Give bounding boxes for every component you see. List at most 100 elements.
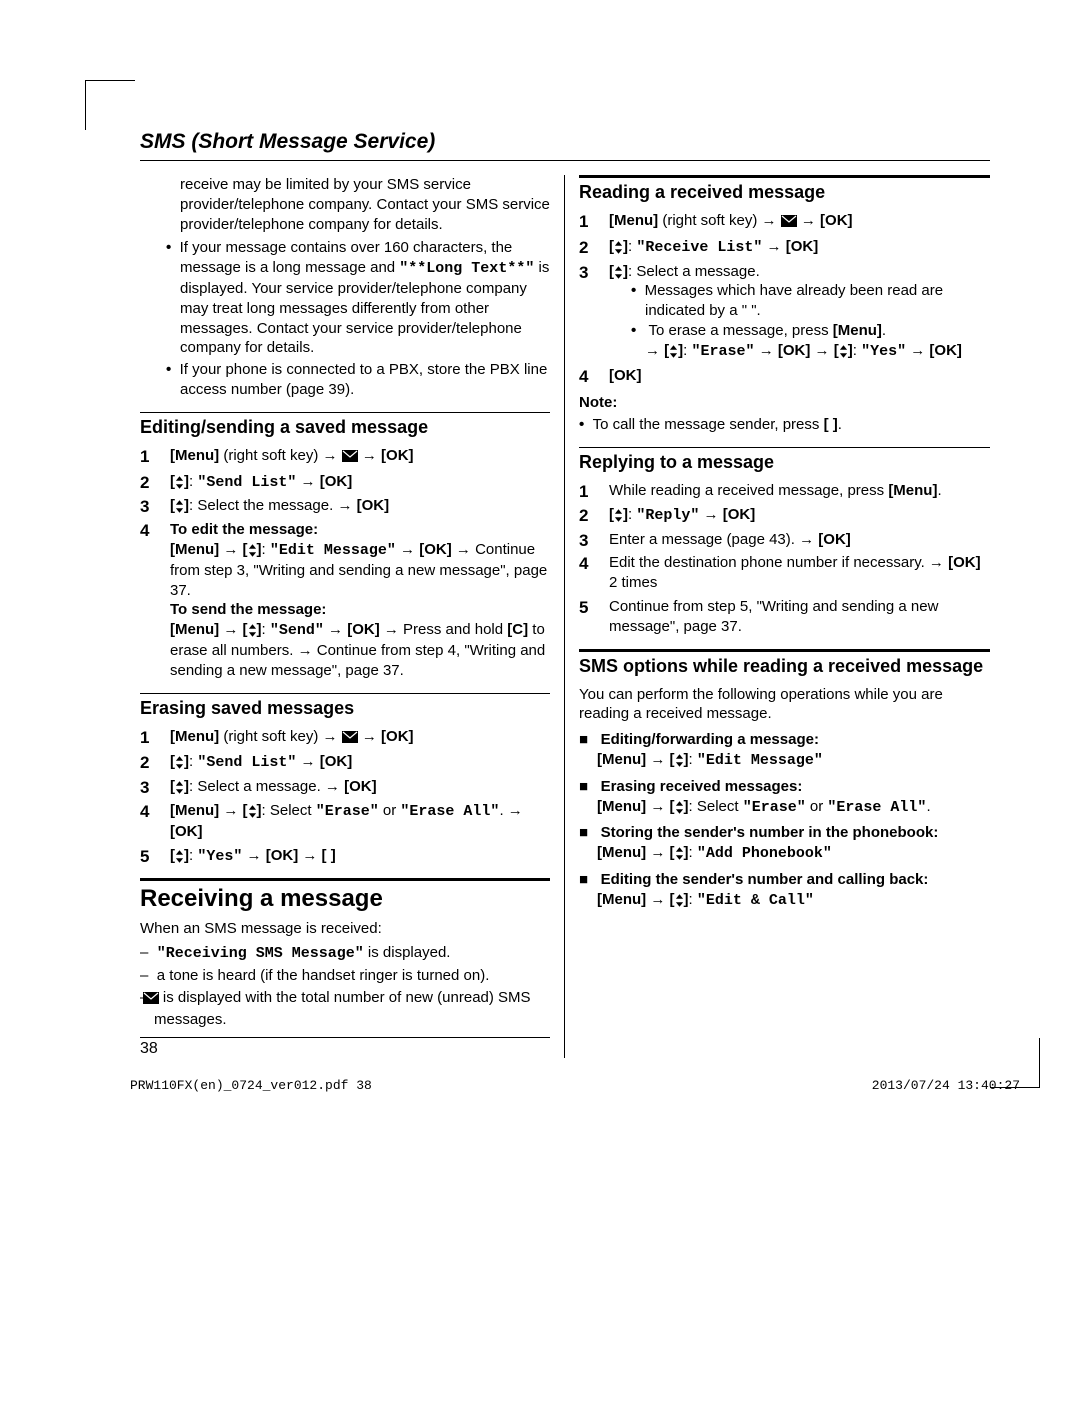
step-item: [Menu] (right soft key) → → [OK] — [140, 727, 550, 749]
updown-icon — [675, 894, 684, 907]
arrow-icon: → — [650, 844, 665, 861]
updown-icon — [175, 756, 184, 769]
erasing-steps: [Menu] (right soft key) → → [OK] []: "Se… — [140, 727, 550, 867]
step-item: []: "Send List" → [OK] — [140, 752, 550, 773]
menu-key: [Menu] — [170, 728, 219, 745]
envelope-icon — [342, 729, 358, 749]
thick-divider — [579, 175, 990, 178]
arrow-icon: → — [223, 802, 238, 819]
step-item: []: Select a message. Messages which hav… — [579, 262, 990, 362]
dash-item: a tone is heard (if the handset ringer i… — [140, 966, 550, 986]
ok-key: [OK] — [170, 823, 203, 840]
thick-divider — [140, 878, 550, 881]
arrow-icon: → — [815, 342, 830, 359]
arrow-icon: → — [223, 621, 238, 638]
menu-key: [Menu] — [609, 212, 658, 229]
updown-icon — [675, 754, 684, 767]
erase-all-code: "Erase All" — [827, 799, 926, 816]
edit-call-code: "Edit & Call" — [697, 892, 814, 909]
ok-key: [OK] — [381, 447, 414, 464]
reading-subbullets: Messages which have already been read ar… — [631, 281, 990, 361]
divider — [140, 693, 550, 694]
add-pb-code: "Add Phonebook" — [697, 845, 832, 862]
arrow-icon: → — [301, 753, 316, 770]
ok-key: [OK] — [344, 778, 377, 795]
ok-key: [OK] — [609, 367, 642, 384]
ok-key: [OK] — [357, 497, 390, 514]
step-item: []: "Reply" → [OK] — [579, 505, 990, 526]
receive-list-code: "Receive List" — [636, 239, 762, 256]
updown-icon — [614, 509, 623, 522]
reply-code: "Reply" — [636, 507, 699, 524]
ok-key: [OK] — [266, 847, 299, 864]
edit-msg-code: "Edit Message" — [270, 542, 396, 559]
page-section-title: SMS (Short Message Service) — [140, 130, 990, 154]
arrow-icon: → — [910, 342, 925, 359]
yes-code: "Yes" — [197, 848, 242, 865]
arrow-icon: → — [362, 728, 377, 745]
right-soft-label: (right soft key) — [223, 447, 318, 464]
arrow-icon: → — [247, 847, 262, 864]
sub-item: Messages which have already been read ar… — [631, 281, 990, 321]
options-heading: SMS options while reading a received mes… — [579, 656, 990, 677]
dash3-text: is displayed with the total number of ne… — [154, 989, 531, 1028]
sq3-label: Storing the sender's number in the phone… — [601, 824, 939, 841]
menu-key: [Menu] — [888, 482, 937, 499]
square-item: Erasing received messages: [Menu] → []: … — [579, 777, 990, 818]
note-text: To call the message sender, press — [593, 416, 820, 433]
dash1-tail: is displayed. — [368, 944, 451, 961]
step4b-mid: Press and hold — [403, 621, 503, 638]
step-item: [OK] — [579, 366, 990, 386]
arrow-icon: → — [767, 238, 782, 255]
step-item: [Menu] (right soft key) → → [OK] — [579, 211, 990, 233]
edit-msg-code: "Edit Message" — [697, 752, 823, 769]
divider — [579, 447, 990, 448]
right-soft-label: (right soft key) — [662, 212, 757, 229]
ok-key: [OK] — [419, 541, 452, 558]
updown-icon — [175, 781, 184, 794]
erase-all-code: "Erase All" — [400, 803, 499, 820]
arrow-icon: → — [759, 342, 774, 359]
arrow-icon: → — [323, 728, 338, 745]
ok-key: [OK] — [820, 212, 853, 229]
yes-code: "Yes" — [861, 343, 906, 360]
updown-icon — [175, 500, 184, 513]
step4-tail: 2 times — [609, 574, 657, 591]
select-text: Select — [697, 798, 739, 815]
ok-key: [OK] — [347, 621, 380, 638]
step1-text: While reading a received message, press — [609, 482, 884, 499]
step-item: To edit the message: [Menu] → []: "Edit … — [140, 520, 550, 680]
step-item: []: Select the message. → [OK] — [140, 496, 550, 516]
ok-key: [OK] — [929, 342, 962, 359]
title-rule — [140, 160, 990, 161]
menu-key: [Menu] — [597, 798, 646, 815]
thick-divider — [579, 649, 990, 652]
step4-text: Edit the destination phone number if nec… — [609, 554, 925, 571]
editing-steps: [Menu] (right soft key) → → [OK] []: "Se… — [140, 446, 550, 681]
recv-sms-code: "Receiving SMS Message" — [157, 945, 364, 962]
note-bullets: To call the message sender, press [ ]. — [579, 415, 990, 435]
arrow-icon: → — [762, 212, 777, 229]
arrow-icon: → — [456, 541, 471, 558]
sub2a-text: To erase a message, press — [649, 322, 829, 339]
menu-key: [Menu] — [833, 322, 882, 339]
footer-left: PRW110FX(en)_0724_ver012.pdf 38 — [130, 1078, 372, 1093]
sq1-label: Editing/forwarding a message: — [601, 731, 819, 748]
send-list-code: "Send List" — [197, 474, 296, 491]
receiving-list: "Receiving SMS Message" is displayed. a … — [140, 943, 550, 1029]
bullet-item: If your phone is connected to a PBX, sto… — [166, 360, 550, 400]
square-item: Editing the sender's number and calling … — [579, 870, 990, 911]
sub-item: To erase a message, press [Menu]. → []: … — [631, 321, 990, 362]
updown-icon — [614, 241, 623, 254]
menu-key: [Menu] — [170, 447, 219, 464]
step-item: While reading a received message, press … — [579, 481, 990, 501]
erase-code: "Erase" — [692, 343, 755, 360]
left-column: receive may be limited by your SMS servi… — [140, 175, 565, 1058]
updown-icon — [614, 266, 623, 279]
receiving-heading: Receiving a message — [140, 885, 550, 913]
updown-icon — [175, 850, 184, 863]
ok-key: [OK] — [723, 506, 756, 523]
ok-key: [OK] — [786, 238, 819, 255]
replying-steps: While reading a received message, press … — [579, 481, 990, 637]
note-label: Note: — [579, 393, 990, 413]
